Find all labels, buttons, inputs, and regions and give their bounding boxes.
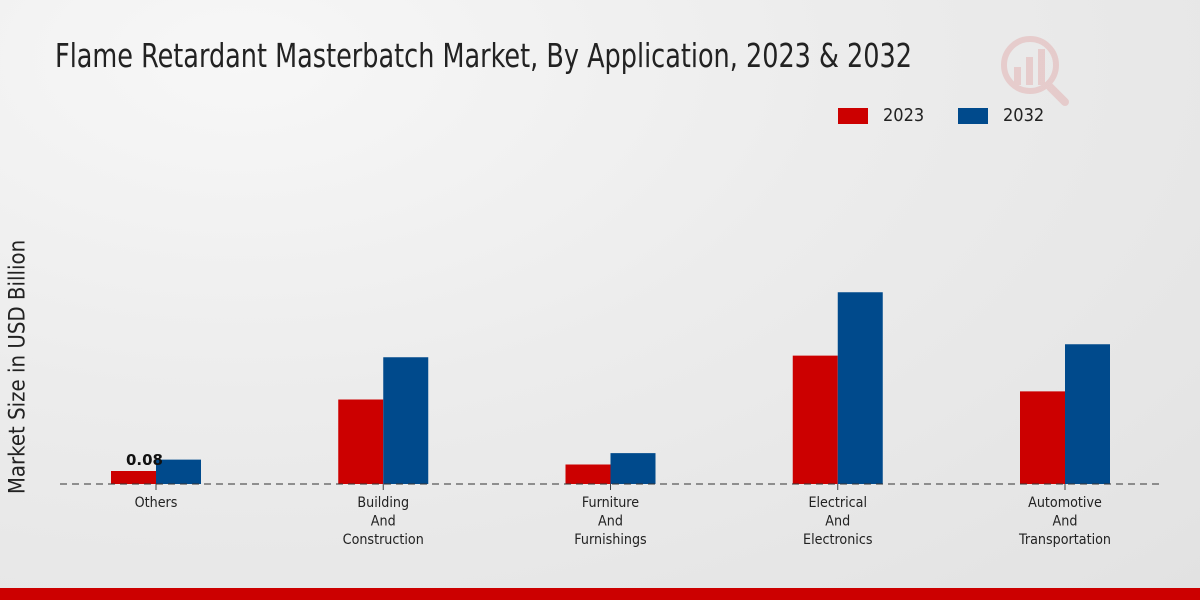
bar-2032-2 [610, 453, 656, 484]
legend-swatch-2032 [958, 107, 988, 124]
x-tick-label: And [371, 513, 396, 530]
bar-2023-4 [1020, 391, 1065, 484]
bar-2023-1 [338, 399, 384, 484]
bar-2032-0 [156, 459, 201, 484]
x-tick-label: And [825, 513, 850, 530]
footer-bar [0, 588, 1200, 600]
legend-item-2032: 2032 [958, 105, 1044, 126]
legend-item-2023: 2023 [838, 105, 924, 126]
legend-label-2032: 2032 [1003, 105, 1045, 126]
x-tick-label: Furniture [582, 494, 639, 511]
bar-2023-3 [792, 355, 838, 484]
x-tick-label: And [1053, 513, 1078, 530]
bar-2023-2 [565, 464, 611, 484]
legend-label-2023: 2023 [883, 105, 925, 126]
x-tick-label: Building [357, 494, 409, 511]
bar-2032-1 [383, 357, 429, 484]
x-tick-label: Others [135, 494, 178, 511]
x-tick-label: Automotive [1028, 494, 1102, 511]
watermark-logo-icon [1001, 36, 1069, 106]
x-tick-label: Electronics [803, 531, 872, 548]
bar-2032-3 [837, 292, 883, 484]
x-tick-label: Transportation [1018, 531, 1111, 548]
chart-title: Flame Retardant Masterbatch Market, By A… [55, 36, 913, 75]
data-label: 0.08 [126, 451, 163, 469]
x-tick-label: Electrical [808, 494, 867, 511]
bar-2023-0 [111, 471, 156, 484]
x-tick-label: Construction [343, 531, 424, 548]
x-tick-label: Furnishings [574, 531, 646, 548]
x-tick-label: And [598, 513, 623, 530]
legend-swatch-2023 [838, 107, 868, 124]
bar-2032-4 [1065, 344, 1110, 484]
